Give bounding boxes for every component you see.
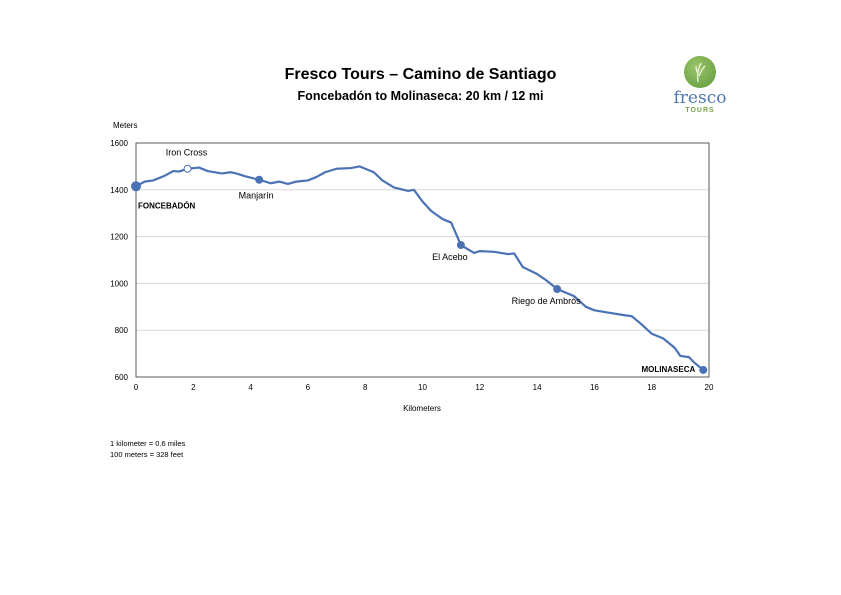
x-tick-label: 16 [590,383,599,392]
waypoint-marker [131,181,141,192]
y-tick-label: 1000 [110,279,128,288]
x-tick-label: 8 [363,383,368,392]
y-tick-label: 1600 [110,139,128,148]
y-axis-label: Meters [113,121,137,130]
waypoint-label: FONCEBADÓN [138,201,196,210]
x-tick-label: 4 [248,383,253,392]
y-tick-label: 800 [115,326,129,335]
chart-subtitle: Foncebadón to Molinaseca: 20 km / 12 mi [297,89,544,103]
x-tick-label: 0 [134,383,139,392]
x-tick-label: 6 [306,383,311,392]
note-km: 1 kilometer = 0.6 miles [110,439,186,448]
elevation-line [135,165,704,371]
fresco-tours-logo: fresco TOURS [670,56,730,114]
waypoint-label: MOLINASECA [641,365,695,374]
waypoint-label: Riego de Ambrós [512,296,582,306]
x-tick-label: 2 [191,383,196,392]
waypoint-marker [699,365,708,374]
plot-frame [135,142,710,378]
waypoint-marker [255,175,264,184]
x-tick-label: 18 [647,383,656,392]
logo-word: fresco [673,88,727,108]
x-tick-label: 12 [475,383,484,392]
logo-sub: TOURS [685,107,715,114]
x-axis-label: Kilometers [403,404,441,413]
waypoint-label: Iron Cross [166,148,208,158]
chart-title: Fresco Tours – Camino de Santiago [284,66,557,83]
note-m: 100 meters = 328 feet [110,450,184,459]
y-tick-label: 600 [115,373,129,382]
waypoint-marker [553,285,562,294]
waypoint-label: El Acebo [432,252,468,262]
waypoint-label: Manjarín [239,191,274,201]
y-tick-label: 1200 [110,233,128,242]
y-tick-label: 1400 [110,186,128,195]
x-tick-label: 10 [418,383,427,392]
waypoint-marker [456,241,465,250]
x-tick-label: 14 [533,383,542,392]
x-tick-label: 20 [705,383,714,392]
waypoint-marker [183,164,192,173]
leaf-icon [684,56,716,88]
